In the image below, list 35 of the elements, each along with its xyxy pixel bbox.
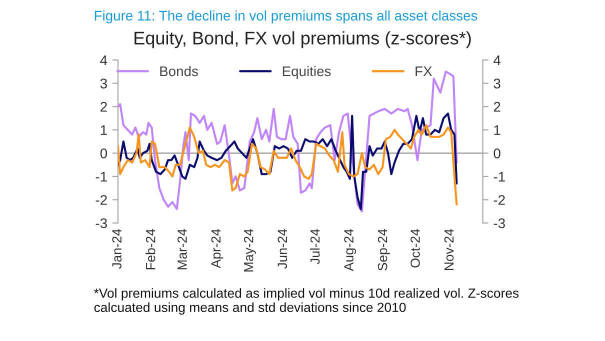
x-tick-label: Oct-24: [410, 228, 420, 268]
x-tick-label: Mar-24: [178, 228, 187, 270]
y-tick-label: -2: [96, 195, 107, 205]
y2-tick-label: 1: [494, 125, 500, 135]
y2-tick-label: 3: [494, 78, 500, 88]
x-tick-label: May-24: [244, 228, 256, 272]
line-series: [118, 112, 458, 210]
x-tick-label: Jan-24: [112, 228, 122, 269]
y-tick-label: 1: [100, 125, 107, 135]
x-tick-label: Apr-24: [211, 228, 224, 268]
y2-tick-label: 0: [494, 148, 500, 158]
y-tick-label: 0: [100, 148, 108, 158]
y2-tick-label: 4: [494, 55, 501, 66]
text: *Vol premiums calculated as implied vol minus 10d realized vol. Z-scores calcuated using means and std deviations since 2010: [94, 288, 519, 315]
legend-label: Equities: [282, 66, 331, 79]
y-tick-label: -1: [96, 172, 107, 182]
x-tick-label: Sep-24: [378, 228, 390, 271]
y2-tick-label: 2: [494, 102, 500, 112]
y2-tick-label: -3: [494, 218, 505, 228]
x-tick-label: Nov-24: [444, 228, 454, 270]
x-tick-label: Jul-24: [310, 228, 320, 264]
y-tick-label: -3: [96, 218, 107, 228]
x-tick-label: Jun-24: [278, 228, 288, 269]
line-series: [118, 124, 458, 206]
y2-tick-label: -1: [494, 172, 505, 182]
x-tick-label: Feb-24: [146, 228, 156, 270]
y2-tick-label: -2: [494, 195, 505, 205]
chart-subtitle: Figure 11: The decline in vol premiums spans all asset classes: [94, 10, 478, 24]
y-tick-label: 4: [100, 55, 108, 66]
y-tick-label: 3: [100, 78, 107, 88]
legend-label: Bonds: [160, 66, 198, 76]
chart-title: Equity, Bond, FX vol premiums (z-scores*): [134, 31, 471, 48]
legend-label: FX: [416, 66, 432, 76]
y-tick-label: 2: [100, 102, 107, 112]
x-tick-label: Aug-24: [344, 228, 356, 272]
